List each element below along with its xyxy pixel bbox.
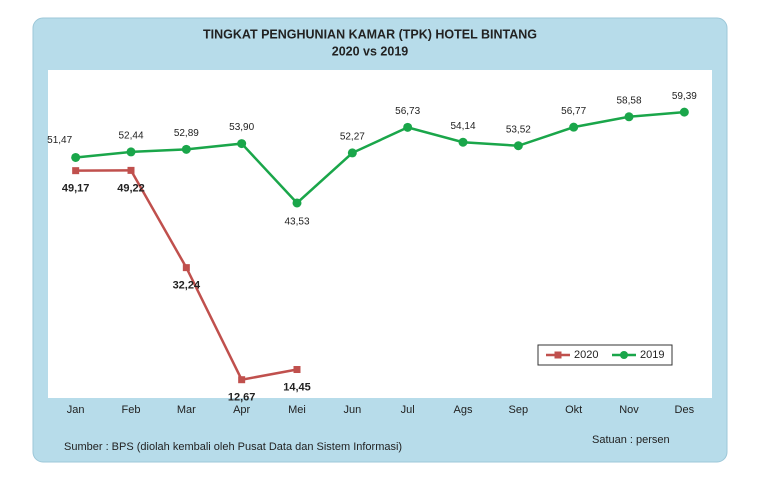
- x-tick-label: Nov: [619, 404, 639, 416]
- point: [72, 167, 80, 175]
- data-label: 14,45: [283, 381, 311, 393]
- x-tick-label: Sep: [509, 404, 529, 416]
- data-label: 52,89: [174, 128, 199, 139]
- point: [292, 198, 302, 208]
- x-tick-label: Jun: [343, 404, 361, 416]
- chart-subtitle: 2020 vs 2019: [332, 44, 409, 58]
- point: [238, 376, 246, 384]
- data-label: 49,22: [117, 182, 145, 194]
- x-tick-label: Okt: [565, 404, 582, 416]
- data-label: 49,17: [62, 183, 90, 195]
- point: [126, 147, 136, 157]
- data-label: 54,14: [450, 121, 475, 132]
- plot-area: [48, 70, 712, 398]
- data-label: 58,58: [616, 95, 641, 106]
- chart-title: TINGKAT PENGHUNIAN KAMAR (TPK) HOTEL BIN…: [203, 27, 537, 41]
- data-label: 12,67: [228, 392, 256, 404]
- data-label: 53,90: [229, 122, 254, 133]
- data-label: 51,47: [47, 135, 72, 146]
- point: [293, 366, 301, 374]
- legend-marker: [620, 351, 628, 359]
- point: [182, 264, 190, 272]
- point: [237, 139, 247, 149]
- data-label: 52,44: [118, 131, 143, 142]
- x-tick-label: Des: [675, 404, 695, 416]
- x-tick-label: Jul: [401, 404, 415, 416]
- point: [71, 152, 81, 162]
- data-label: 53,52: [506, 124, 531, 135]
- x-tick-label: Mei: [288, 404, 306, 416]
- point: [513, 141, 523, 151]
- x-tick-label: Apr: [233, 404, 250, 416]
- data-label: 56,73: [395, 106, 420, 117]
- point: [127, 166, 135, 174]
- x-tick-label: Ags: [454, 404, 473, 416]
- point: [403, 122, 413, 132]
- point: [679, 107, 689, 117]
- x-tick-label: Feb: [122, 404, 141, 416]
- x-tick-label: Jan: [67, 404, 85, 416]
- data-label: 56,77: [561, 106, 586, 117]
- legend-label: 2020: [574, 349, 598, 361]
- data-label: 59,39: [672, 91, 697, 102]
- legend-label: 2019: [640, 349, 664, 361]
- point: [347, 148, 357, 158]
- data-label: 32,24: [173, 280, 201, 292]
- x-tick-label: Mar: [177, 404, 196, 416]
- legend-marker: [554, 351, 562, 359]
- data-label: 52,27: [340, 132, 365, 143]
- source-note: Sumber : BPS (diolah kembali oleh Pusat …: [64, 441, 402, 453]
- point: [458, 137, 468, 147]
- point: [569, 122, 579, 132]
- data-label: 43,53: [284, 217, 309, 228]
- series-line: [75, 110, 685, 205]
- point: [624, 112, 634, 122]
- unit-note: Satuan : persen: [592, 434, 670, 446]
- legend-box: [537, 344, 673, 366]
- point: [181, 144, 191, 154]
